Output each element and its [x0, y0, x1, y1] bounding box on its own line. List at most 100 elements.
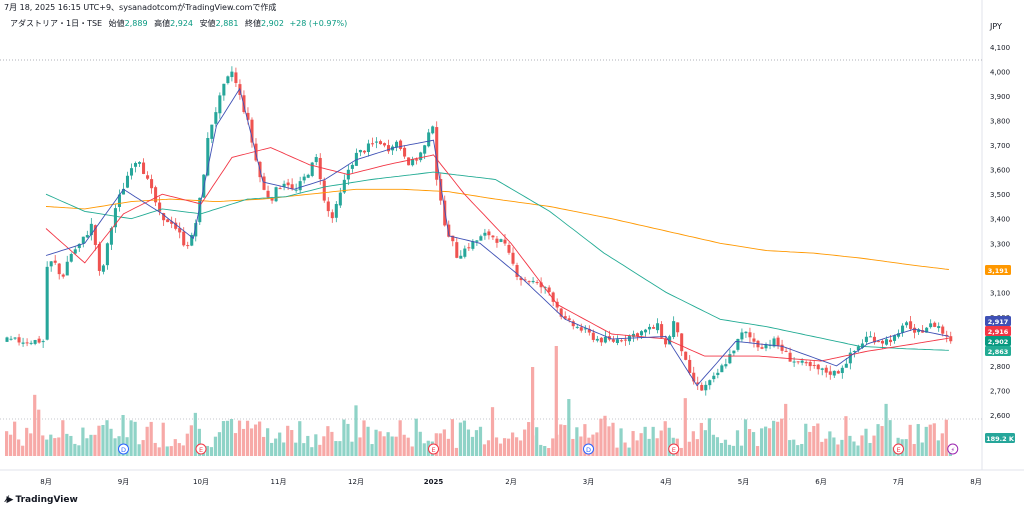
- x-tick-label: 2月: [505, 478, 516, 486]
- candle-body: [374, 141, 378, 143]
- volume-bar: [362, 420, 366, 456]
- volume-bar: [655, 438, 659, 456]
- volume-bar: [651, 426, 655, 456]
- volume-bar: [498, 443, 503, 456]
- candle-body: [888, 339, 893, 343]
- y-tick-label: 4,000: [990, 69, 1010, 77]
- volume-bar: [506, 438, 511, 456]
- candle-body: [644, 329, 648, 333]
- volume-bar: [764, 426, 768, 456]
- candle-body: [254, 143, 258, 161]
- volume-bar: [229, 418, 234, 456]
- candle-body: [764, 344, 768, 349]
- candle-body: [563, 316, 567, 319]
- volume-bar: [237, 420, 242, 456]
- candle-body: [925, 327, 929, 333]
- symbol-label: アダストリア・1日・TSE: [10, 19, 103, 28]
- volume-bar: [410, 446, 414, 456]
- x-tick-label: 7月: [893, 478, 904, 486]
- volume-bar: [812, 426, 816, 456]
- candle-body: [194, 223, 198, 237]
- volume-bar: [354, 405, 358, 456]
- volume-bar: [330, 431, 334, 456]
- candle-body: [832, 370, 836, 376]
- candle-body: [69, 254, 73, 262]
- volume-bar: [225, 420, 230, 456]
- candle-body: [892, 335, 897, 341]
- candle-body: [708, 380, 712, 386]
- volume-bar: [944, 419, 948, 456]
- volume-bar: [559, 424, 563, 456]
- volume-bar: [318, 444, 322, 456]
- candle-body: [860, 343, 864, 348]
- volume-bar: [414, 418, 418, 456]
- candle-body: [929, 323, 933, 328]
- candle-body: [266, 190, 270, 198]
- volume-bar: [816, 423, 820, 456]
- volume-bar: [474, 430, 479, 456]
- volume-bar: [599, 418, 603, 456]
- volume-tag-label: 189.2 K: [986, 435, 1015, 443]
- volume-bar: [189, 425, 193, 456]
- volume-bar: [45, 439, 49, 456]
- candle-body: [41, 341, 45, 343]
- candle-body: [905, 322, 909, 326]
- candle-body: [89, 223, 93, 236]
- y-tick-label: 2,800: [990, 363, 1010, 371]
- volume-bar: [233, 433, 238, 456]
- candle-body: [49, 261, 53, 267]
- volume-bar: [515, 437, 519, 456]
- candle-body: [696, 382, 700, 385]
- candle-body: [101, 265, 105, 272]
- volume-bar: [278, 432, 282, 456]
- candle-body: [125, 175, 130, 188]
- event-marker-label: D: [586, 446, 591, 454]
- volume-bar: [334, 441, 338, 456]
- price-tag: [985, 326, 1011, 336]
- volume-bar: [884, 403, 888, 456]
- candle-body: [25, 342, 29, 344]
- candle-body: [712, 375, 716, 380]
- volume-bar: [390, 436, 394, 456]
- volume-bar: [422, 443, 426, 456]
- candle-body: [656, 323, 660, 331]
- volume-bar: [13, 421, 17, 456]
- volume-bar: [113, 438, 117, 456]
- candle-body: [680, 333, 684, 352]
- candle-body: [499, 239, 503, 242]
- candle-body: [635, 333, 640, 337]
- candle-body: [479, 236, 483, 241]
- volume-bar: [9, 434, 13, 456]
- candle-body: [298, 181, 302, 191]
- candle-body: [897, 333, 901, 337]
- change-value: +28 (+0.97%): [289, 19, 348, 28]
- volume-bar: [310, 447, 314, 456]
- volume-bar: [286, 425, 290, 456]
- candle-body: [519, 277, 523, 281]
- volume-bar: [932, 423, 936, 456]
- volume-bar: [543, 445, 547, 456]
- candle-body: [198, 197, 202, 223]
- volume-bar: [735, 430, 740, 456]
- candle-body: [788, 352, 792, 362]
- candle-body: [378, 141, 383, 145]
- candle-body: [206, 138, 210, 176]
- volume-bar: [165, 446, 169, 456]
- volume-bar: [804, 423, 808, 456]
- volume-bar: [567, 399, 571, 456]
- candle-body: [262, 176, 266, 190]
- candle-body: [483, 232, 487, 236]
- candle-body: [226, 76, 230, 84]
- volume-bar: [824, 438, 828, 456]
- volume-bar: [65, 433, 69, 456]
- volume-bar: [133, 421, 137, 456]
- event-marker-label: E: [431, 446, 435, 454]
- volume-bar: [840, 439, 844, 456]
- candle-body: [113, 208, 117, 228]
- volume-bar: [478, 426, 483, 456]
- candle-body: [876, 341, 880, 343]
- x-tick-label: 12月: [348, 478, 364, 486]
- tradingview-brand[interactable]: ⁄▶ TradingView: [6, 495, 78, 505]
- candle-body: [250, 119, 254, 143]
